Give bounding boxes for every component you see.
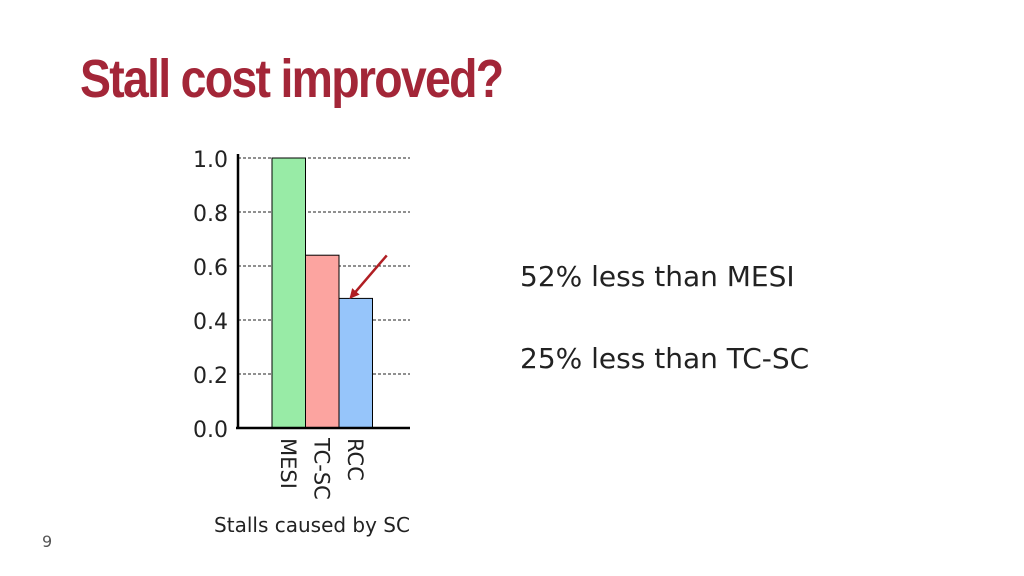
slide-title: Stall cost improved? (80, 49, 504, 109)
annotation-arrow (349, 254, 388, 299)
bar-mesi (271, 157, 306, 429)
callout-vs-tc-sc: 25% less than TC-SC (520, 342, 810, 375)
y-tick-label: 0.6 (193, 256, 228, 281)
y-tick-label: 1.0 (193, 148, 228, 173)
y-tick-label: 0.2 (193, 364, 228, 389)
callout-vs-mesi: 52% less than MESI (520, 260, 795, 293)
x-tick-label: MESI (276, 438, 300, 489)
y-tick-label: 0.4 (193, 310, 228, 335)
y-tick-label: 0.8 (193, 202, 228, 227)
bar-tc-sc (305, 254, 340, 429)
x-tick-label: TC-SC (309, 437, 333, 500)
page-number: 9 (42, 532, 53, 551)
bar-rcc (338, 297, 373, 429)
x-axis-title: Stalls caused by SC (214, 513, 410, 537)
labels: 0.0 0.2 0.4 0.6 0.8 1.0 MESI TC-SC RCC Stalls cau… (193, 148, 410, 537)
y-tick-label: 0.0 (193, 418, 228, 443)
x-tick-label: RCC (343, 438, 367, 481)
axes (236, 154, 410, 430)
bars (271, 157, 373, 429)
